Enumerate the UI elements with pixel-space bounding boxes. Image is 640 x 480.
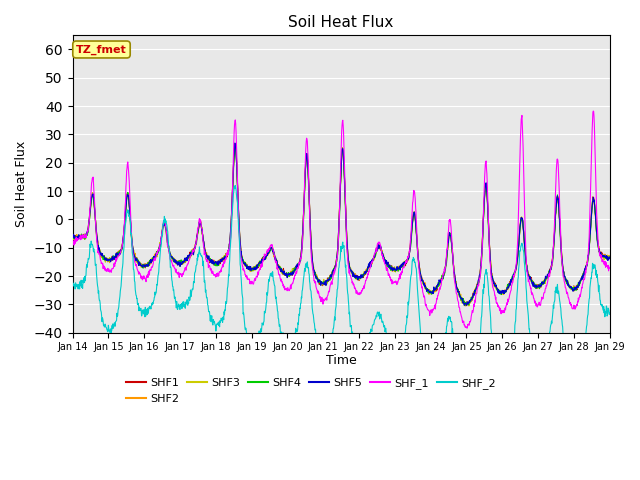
SHF3 (188, 248, 196, 254)
SHF1 (461, 303, 469, 309)
SHF2 (425, 287, 433, 292)
SHF5 (188, 251, 196, 256)
SHF_1 (175, 273, 183, 279)
SHF4 (175, 261, 183, 266)
SHF2 (188, 251, 196, 256)
SHF3 (606, 252, 614, 258)
SHF1 (232, 142, 239, 147)
SHF_1 (542, 282, 550, 288)
SHF4 (425, 289, 433, 295)
SHF_2 (248, 339, 256, 345)
SHF1 (175, 260, 183, 266)
SHF4 (543, 275, 550, 281)
SHF_1 (68, 239, 76, 245)
SHF3 (231, 143, 239, 148)
SHF1 (495, 289, 503, 295)
SHF_2 (188, 287, 196, 293)
SHF5 (68, 234, 76, 240)
Line: SHF4: SHF4 (72, 145, 610, 306)
SHF_2 (232, 182, 239, 188)
X-axis label: Time: Time (326, 354, 356, 367)
SHF4 (188, 250, 196, 255)
SHF1 (248, 267, 256, 273)
SHF1 (543, 276, 550, 282)
SHF5 (175, 259, 183, 265)
SHF1 (606, 253, 614, 259)
SHF5 (495, 291, 503, 297)
SHF_2 (543, 348, 550, 354)
Line: SHF2: SHF2 (72, 146, 610, 306)
SHF4 (68, 234, 76, 240)
SHF5 (248, 266, 256, 272)
SHF5 (606, 255, 614, 261)
Line: SHF_1: SHF_1 (72, 111, 610, 328)
SHF_2 (495, 384, 503, 390)
SHF_1 (248, 278, 256, 284)
SHF5 (543, 275, 550, 280)
SHF3 (425, 288, 433, 293)
SHF3 (495, 289, 503, 295)
SHF1 (188, 251, 196, 256)
SHF4 (248, 265, 256, 271)
SHF3 (543, 275, 550, 281)
SHF_2 (175, 303, 183, 309)
SHF2 (463, 303, 470, 309)
SHF4 (461, 303, 468, 309)
SHF2 (232, 144, 239, 149)
Text: TZ_fmet: TZ_fmet (76, 44, 127, 55)
Line: SHF_2: SHF_2 (72, 185, 610, 417)
SHF_1 (495, 304, 502, 310)
SHF_1 (606, 264, 614, 270)
SHF_2 (425, 377, 433, 383)
SHF5 (463, 302, 470, 308)
SHF3 (248, 265, 256, 271)
SHF4 (606, 255, 614, 261)
Title: Soil Heat Flux: Soil Heat Flux (289, 15, 394, 30)
SHF2 (248, 267, 256, 273)
SHF_1 (188, 251, 196, 257)
SHF2 (606, 255, 614, 261)
SHF_2 (606, 310, 614, 315)
SHF2 (543, 275, 550, 281)
SHF1 (68, 232, 76, 238)
SHF2 (495, 288, 503, 294)
SHF_1 (424, 307, 432, 313)
SHF5 (425, 288, 433, 294)
SHF4 (232, 143, 239, 148)
SHF2 (68, 235, 76, 240)
SHF_2 (68, 277, 76, 283)
SHF3 (68, 232, 76, 238)
Line: SHF3: SHF3 (72, 145, 610, 306)
SHF_1 (463, 325, 471, 331)
Y-axis label: Soil Heat Flux: Soil Heat Flux (15, 141, 28, 227)
SHF5 (231, 140, 239, 146)
SHF2 (175, 261, 183, 266)
SHF3 (175, 258, 183, 264)
Line: SHF5: SHF5 (72, 143, 610, 305)
SHF_1 (589, 108, 597, 114)
SHF3 (465, 303, 473, 309)
Legend: SHF1, SHF2, SHF3, SHF4, SHF5, SHF_1, SHF_2: SHF1, SHF2, SHF3, SHF4, SHF5, SHF_1, SHF… (121, 374, 500, 408)
SHF4 (495, 290, 503, 296)
SHF_2 (463, 414, 470, 420)
SHF1 (425, 289, 433, 295)
Line: SHF1: SHF1 (72, 144, 610, 306)
